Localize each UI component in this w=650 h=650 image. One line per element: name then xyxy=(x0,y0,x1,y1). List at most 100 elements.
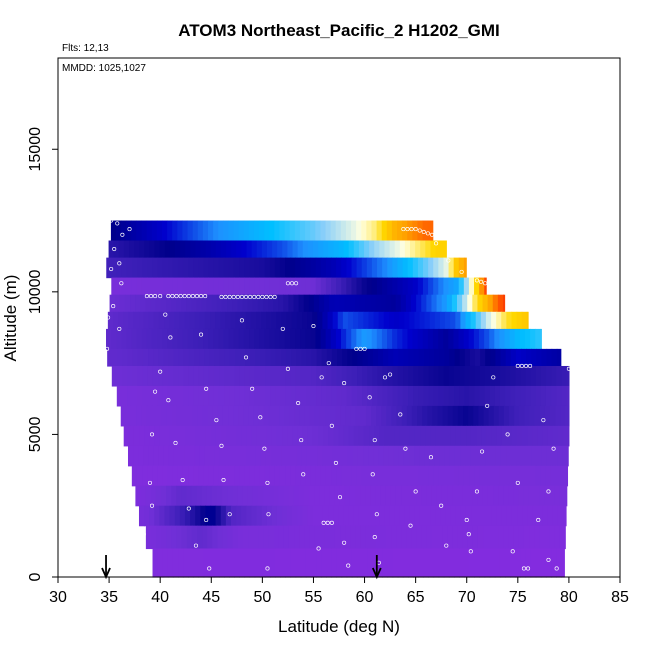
heatmap-cell xyxy=(325,405,331,427)
heatmap-cell xyxy=(345,525,351,550)
x-tick-label: 85 xyxy=(611,589,629,606)
heatmap-cell xyxy=(341,365,348,387)
heatmap-cell xyxy=(526,348,532,367)
heatmap-cell xyxy=(368,311,375,330)
heatmap-cell xyxy=(540,465,547,487)
flight-track-point xyxy=(483,281,488,286)
flight-track-point xyxy=(158,294,163,299)
heatmap-cell xyxy=(125,405,132,427)
heatmap-cell xyxy=(292,425,299,447)
heatmap-cell xyxy=(284,405,290,427)
flight-track-point xyxy=(408,523,413,528)
heatmap-cell xyxy=(412,257,419,279)
heatmap-cell xyxy=(322,445,328,467)
heatmap-cell xyxy=(164,311,170,330)
heatmap-cell xyxy=(141,328,148,350)
heatmap-cell xyxy=(511,425,518,447)
heatmap-cell xyxy=(290,465,296,487)
heatmap-cell xyxy=(116,365,123,387)
flight-track-point xyxy=(112,247,117,252)
heatmap-cell xyxy=(194,348,200,367)
flight-track-point xyxy=(299,438,304,443)
heatmap-cell xyxy=(544,485,550,507)
heatmap-cell xyxy=(374,425,380,447)
heatmap-cell xyxy=(501,311,507,330)
heatmap-cell xyxy=(351,365,358,387)
heatmap-cell xyxy=(224,548,230,578)
heatmap-cell xyxy=(282,425,288,447)
heatmap-cell xyxy=(223,465,230,487)
heatmap-cell xyxy=(298,485,305,507)
heatmap-cell xyxy=(509,328,516,350)
heatmap-cell xyxy=(510,548,516,578)
heatmap-cell xyxy=(384,505,390,527)
heatmap-cell xyxy=(484,328,490,350)
heatmap-cell xyxy=(121,220,127,242)
flight-track-point xyxy=(221,477,226,483)
heatmap-cell xyxy=(111,257,118,279)
heatmap-cell xyxy=(482,485,489,507)
heatmap-cell xyxy=(478,405,485,427)
heatmap-cell xyxy=(300,328,306,350)
heatmap-cell xyxy=(127,385,133,407)
heatmap-cell xyxy=(325,220,332,242)
heatmap-cell xyxy=(395,294,402,313)
heatmap-cell xyxy=(488,525,494,550)
flight-track-point xyxy=(346,563,351,568)
heatmap-cell xyxy=(203,548,210,578)
heatmap-cell xyxy=(192,220,199,242)
heatmap-cell xyxy=(244,548,251,578)
heatmap-cell xyxy=(173,385,179,407)
heatmap-cell xyxy=(549,405,556,427)
heatmap-cell xyxy=(131,220,138,242)
heatmap-cell xyxy=(468,328,475,350)
flight-track-point xyxy=(109,266,114,272)
heatmap-cell xyxy=(237,525,244,550)
heatmap-cell xyxy=(432,405,439,427)
heatmap-cell xyxy=(496,505,503,527)
heatmap-cell xyxy=(385,485,392,507)
heatmap-cell xyxy=(291,311,298,330)
heatmap-cell xyxy=(300,257,307,279)
heatmap-cell xyxy=(274,257,281,279)
heatmap-cell xyxy=(542,425,549,447)
heatmap-cell xyxy=(341,257,347,279)
flight-track-point xyxy=(265,566,270,571)
heatmap-cell xyxy=(203,257,210,279)
heatmap-cell xyxy=(479,385,486,407)
heatmap-cell xyxy=(187,328,194,350)
heatmap-cell xyxy=(127,365,133,387)
heatmap-cell xyxy=(297,425,304,447)
heatmap-cell xyxy=(354,294,361,313)
flight-track-point xyxy=(280,326,285,331)
heatmap-cell xyxy=(430,425,436,447)
heatmap-cell xyxy=(295,365,302,387)
heatmap-cell xyxy=(524,405,531,427)
flight-track-point xyxy=(219,294,224,300)
heatmap-cell xyxy=(423,257,429,279)
heatmap-cell xyxy=(356,385,363,407)
heatmap-cell xyxy=(167,220,173,242)
heatmap-cell xyxy=(371,257,378,279)
heatmap-cell xyxy=(523,525,530,550)
flight-track-point xyxy=(149,432,155,437)
y-tick-label: 15000 xyxy=(27,127,44,172)
flight-track-point xyxy=(370,472,375,477)
heatmap-cell xyxy=(568,425,570,447)
flight-track-point xyxy=(409,227,414,232)
heatmap-cell xyxy=(228,277,235,296)
flight-track-point xyxy=(190,294,195,299)
heatmap-cell xyxy=(107,348,113,367)
flight-track-point xyxy=(474,489,480,494)
heatmap-cell xyxy=(428,465,434,487)
heatmap-cell xyxy=(315,465,322,487)
heatmap-cell xyxy=(260,445,267,467)
heatmap-cell xyxy=(379,505,385,527)
heatmap-cell xyxy=(202,525,208,550)
heatmap-cell xyxy=(444,445,451,467)
heatmap-cell xyxy=(422,328,429,350)
heatmap-cell xyxy=(278,525,285,550)
flight-track-point xyxy=(266,512,271,517)
heatmap-cell xyxy=(181,525,188,550)
heatmap-cell xyxy=(532,425,539,447)
